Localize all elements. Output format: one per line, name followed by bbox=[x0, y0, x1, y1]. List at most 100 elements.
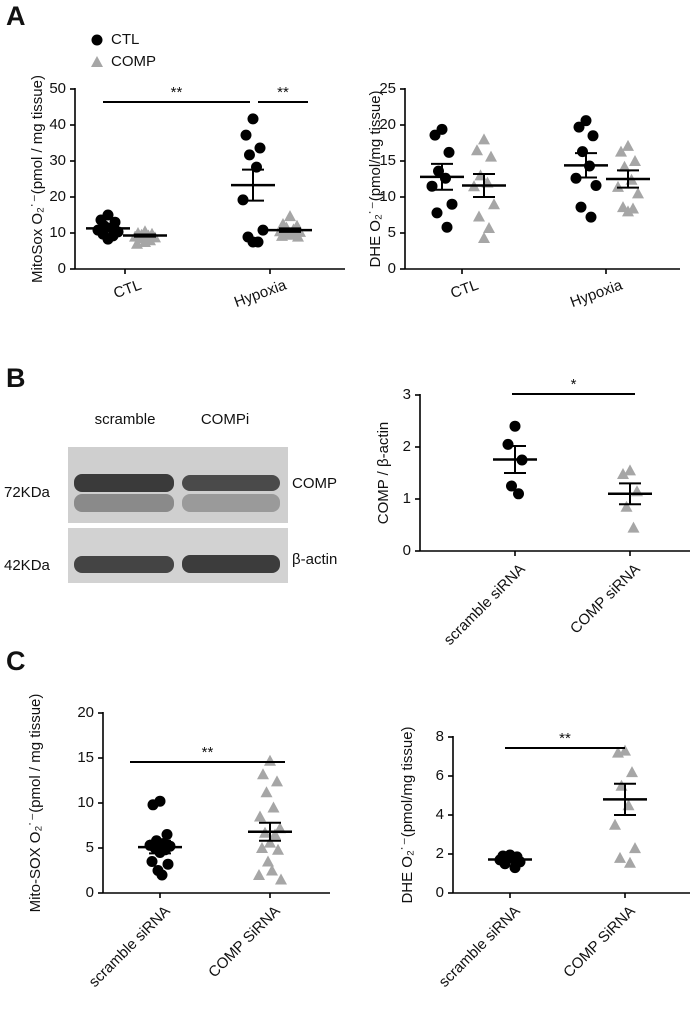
data-point bbox=[254, 810, 266, 822]
data-point bbox=[156, 869, 168, 881]
chart: 0 1 2 3 COMP / β-actin scramble siRNA COMP siR… bbox=[375, 376, 690, 649]
legend-label: CTL bbox=[111, 31, 139, 48]
data-point bbox=[147, 799, 159, 811]
data-point bbox=[264, 754, 276, 766]
data-point bbox=[624, 464, 636, 476]
data-point bbox=[269, 828, 281, 840]
y-tick-label: 15 bbox=[379, 152, 396, 169]
data-point bbox=[483, 221, 495, 233]
lane-label: COMPi bbox=[201, 411, 249, 428]
y-tick-label: 20 bbox=[49, 188, 66, 205]
data-point bbox=[609, 818, 621, 830]
data-point bbox=[429, 129, 441, 141]
y-tick-label: 10 bbox=[77, 794, 94, 811]
blot-band bbox=[182, 555, 280, 573]
chart: 0 5 10 15 20 Mito-SOX O₂˙⁻(pmol / mg tissue) s… bbox=[27, 694, 330, 991]
blot-band bbox=[74, 494, 174, 512]
x-tick-label: COMP SiRNA bbox=[205, 903, 283, 981]
blot-band bbox=[182, 494, 280, 512]
y-tick-label: 40 bbox=[49, 116, 66, 133]
data-point bbox=[485, 150, 497, 162]
data-point bbox=[131, 237, 143, 249]
panel-label: B bbox=[6, 363, 26, 393]
data-point bbox=[580, 115, 592, 127]
data-point bbox=[247, 236, 259, 248]
data-point bbox=[446, 198, 458, 210]
data-point bbox=[629, 842, 641, 854]
significance-label: ** bbox=[171, 84, 183, 101]
data-point bbox=[615, 145, 627, 157]
data-point bbox=[622, 139, 634, 151]
x-tick-label: scramble siRNA bbox=[436, 903, 524, 991]
data-point bbox=[257, 224, 269, 236]
data-point bbox=[624, 856, 636, 868]
y-tick-label: 15 bbox=[77, 749, 94, 766]
data-point bbox=[262, 855, 274, 867]
y-tick-label: 20 bbox=[77, 704, 94, 721]
data-point bbox=[506, 480, 517, 492]
y-tick-label: 6 bbox=[436, 767, 444, 784]
x-tick-label: COMP siRNA bbox=[567, 561, 644, 638]
y-tick-label: 30 bbox=[49, 152, 66, 169]
blot-band bbox=[74, 556, 174, 573]
data-point bbox=[587, 130, 599, 142]
data-point bbox=[573, 121, 585, 133]
data-point bbox=[473, 210, 485, 222]
data-point bbox=[91, 56, 103, 67]
data-point bbox=[146, 856, 158, 867]
data-point bbox=[260, 786, 273, 798]
data-point bbox=[619, 744, 631, 756]
significance-label: ** bbox=[559, 730, 571, 747]
data-point bbox=[272, 843, 284, 855]
data-point bbox=[622, 205, 634, 217]
data-point bbox=[612, 180, 624, 192]
y-tick-label: 2 bbox=[436, 845, 444, 862]
y-tick-label: 0 bbox=[403, 542, 411, 559]
data-point bbox=[102, 233, 114, 245]
data-point bbox=[240, 129, 252, 141]
y-tick-label: 0 bbox=[388, 260, 396, 277]
data-point bbox=[617, 468, 629, 480]
data-point bbox=[590, 179, 602, 191]
y-tick-label: 5 bbox=[86, 839, 94, 856]
data-point bbox=[575, 201, 587, 213]
data-point bbox=[618, 160, 631, 172]
data-point bbox=[274, 822, 286, 834]
y-tick-label: 25 bbox=[379, 80, 396, 97]
data-point bbox=[244, 149, 255, 161]
data-point bbox=[478, 133, 490, 145]
data-point bbox=[502, 438, 514, 450]
data-point bbox=[254, 142, 266, 154]
x-tick-label: CTL bbox=[111, 277, 143, 303]
size-label: 72KDa bbox=[4, 484, 51, 501]
significance-label: ** bbox=[277, 84, 289, 101]
x-tick-label: COMP SiRNA bbox=[560, 903, 638, 981]
legend-label: COMP bbox=[111, 53, 156, 70]
data-point bbox=[276, 229, 288, 241]
data-point bbox=[266, 864, 278, 876]
blot-band bbox=[74, 474, 174, 492]
data-point bbox=[91, 34, 103, 46]
data-point bbox=[139, 236, 151, 247]
size-label: 42KDa bbox=[4, 557, 51, 574]
data-point bbox=[256, 842, 268, 853]
y-axis-label: DHE O₂˙⁻(pmol/mg tissue) bbox=[367, 90, 384, 267]
x-tick-label: Hypoxia bbox=[568, 276, 625, 311]
data-point bbox=[431, 207, 443, 219]
data-point bbox=[612, 746, 624, 758]
chart: 0 2 4 6 8 DHE O₂˙⁻(pmol/mg tissue) scramble si… bbox=[399, 726, 690, 991]
data-point bbox=[292, 230, 304, 242]
lane-label: scramble bbox=[95, 411, 156, 428]
data-point bbox=[626, 766, 638, 778]
significance-label: ** bbox=[202, 744, 214, 761]
panel-label: A bbox=[6, 1, 26, 31]
y-axis-label: DHE O₂˙⁻(pmol/mg tissue) bbox=[399, 726, 416, 903]
panel-label: C bbox=[6, 646, 26, 676]
western-blot: scramble COMPi 72KDa COMP 42KDa β-actin bbox=[4, 411, 337, 583]
data-point bbox=[509, 420, 521, 432]
data-point bbox=[271, 775, 283, 787]
blot-band bbox=[182, 475, 280, 491]
data-point bbox=[488, 198, 500, 210]
